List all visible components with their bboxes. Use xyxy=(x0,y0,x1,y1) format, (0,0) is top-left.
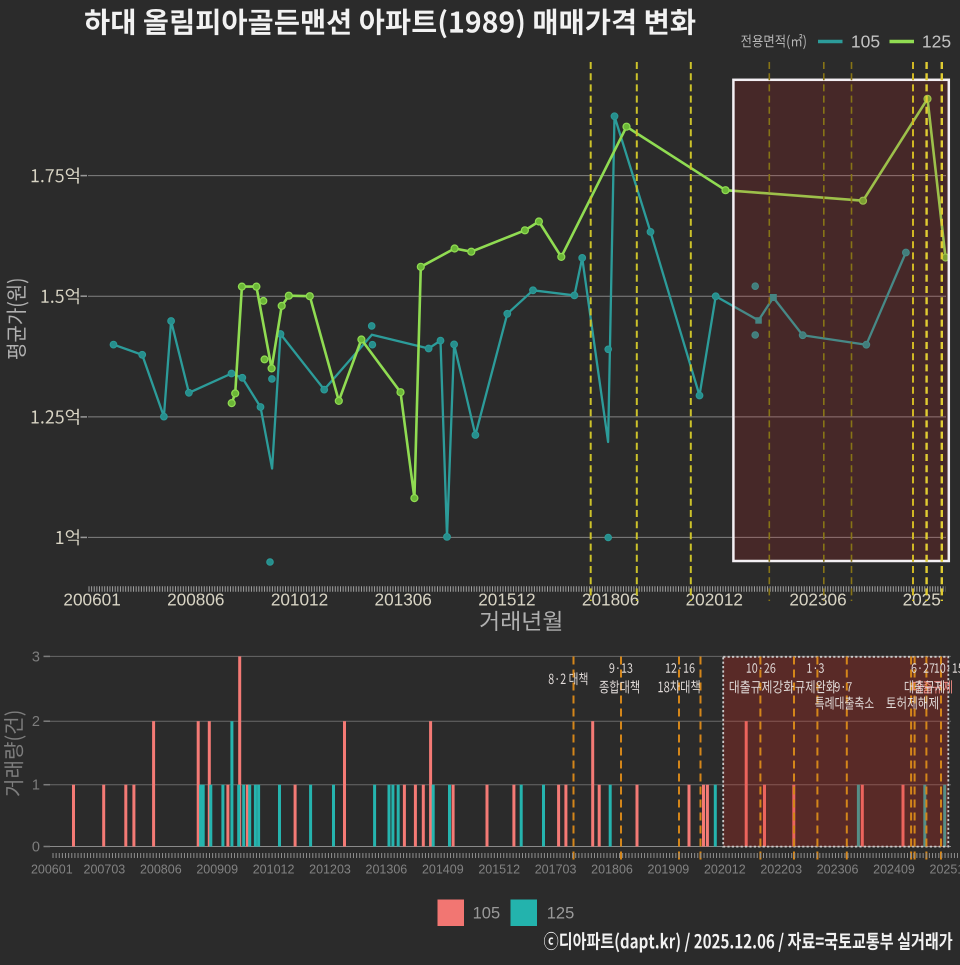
svg-text:201512: 201512 xyxy=(478,863,520,877)
svg-text:201806: 201806 xyxy=(582,590,639,610)
svg-text:202012: 202012 xyxy=(686,590,743,610)
svg-text:105: 105 xyxy=(473,905,501,923)
svg-text:201306: 201306 xyxy=(366,863,408,877)
svg-text:202512: 202512 xyxy=(930,863,960,877)
svg-text:202306: 202306 xyxy=(817,863,859,877)
svg-text:201703: 201703 xyxy=(535,863,577,877)
svg-text:2025: 2025 xyxy=(903,590,941,610)
svg-text:200806: 200806 xyxy=(167,590,224,610)
svg-text:200909: 200909 xyxy=(196,863,238,877)
svg-text:200806: 200806 xyxy=(140,863,182,877)
svg-text:201909: 201909 xyxy=(648,863,690,877)
svg-text:202409: 202409 xyxy=(873,863,915,877)
svg-text:200601: 200601 xyxy=(63,590,120,610)
svg-text:201512: 201512 xyxy=(478,590,535,610)
svg-text:2: 2 xyxy=(32,714,40,730)
svg-text:201806: 201806 xyxy=(591,863,633,877)
svg-text:125: 125 xyxy=(922,32,951,52)
svg-text:125: 125 xyxy=(547,905,575,923)
svg-text:202306: 202306 xyxy=(789,590,846,610)
svg-text:1: 1 xyxy=(32,778,40,794)
svg-text:202012: 202012 xyxy=(704,863,746,877)
svg-text:3: 3 xyxy=(32,649,40,665)
svg-text:201012: 201012 xyxy=(253,863,295,877)
svg-text:201409: 201409 xyxy=(422,863,464,877)
svg-text:0: 0 xyxy=(32,840,40,856)
svg-text:201203: 201203 xyxy=(309,863,351,877)
svg-text:105: 105 xyxy=(851,32,880,52)
svg-text:201306: 201306 xyxy=(375,590,432,610)
svg-text:201012: 201012 xyxy=(271,590,328,610)
svg-text:200703: 200703 xyxy=(84,863,126,877)
svg-text:202203: 202203 xyxy=(760,863,802,877)
svg-text:200601: 200601 xyxy=(31,863,73,877)
